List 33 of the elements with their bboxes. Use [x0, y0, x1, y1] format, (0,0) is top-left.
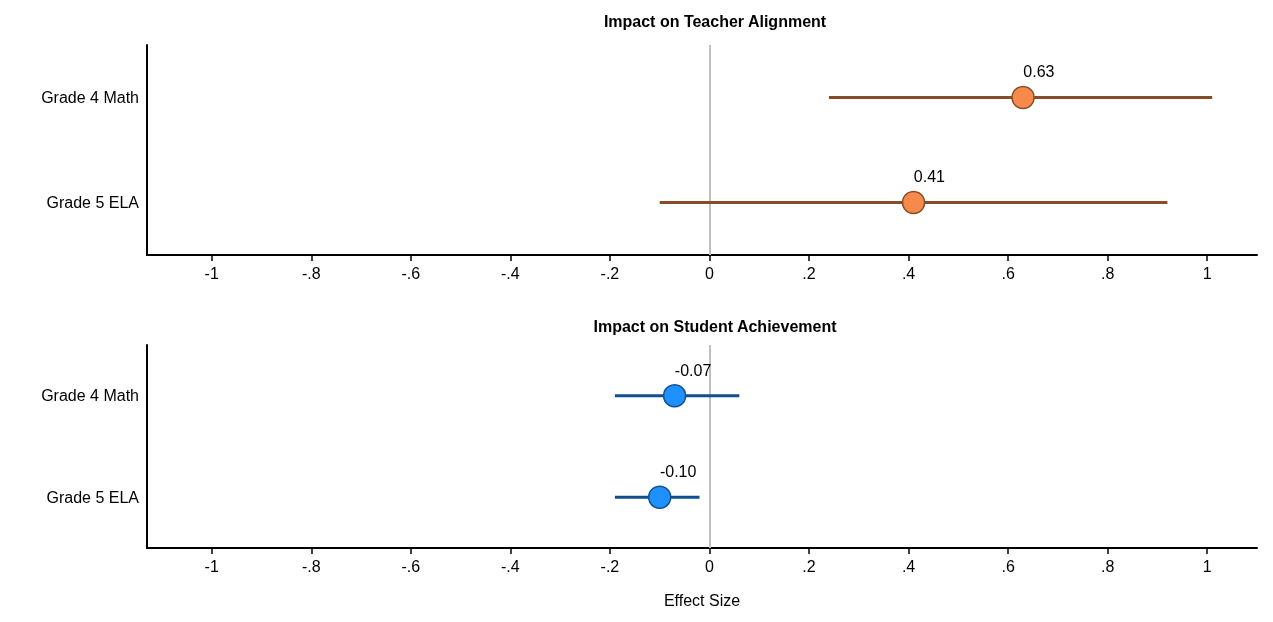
x-tick-label: -.4 — [501, 557, 520, 575]
x-tick-label: 1 — [1202, 264, 1212, 282]
x-tick-label: .6 — [1001, 264, 1015, 282]
x-tick-label: .2 — [802, 557, 816, 575]
x-tick-label: 1 — [1202, 557, 1212, 575]
y-tick-label: Grade 4 Math — [41, 89, 139, 106]
x-tick-label: 0 — [705, 264, 715, 282]
x-tick-label: .8 — [1101, 557, 1115, 575]
x-tick-label: -.6 — [401, 264, 421, 282]
x-tick-label: -1 — [204, 264, 219, 282]
x-tick-label: .2 — [802, 264, 816, 282]
y-tick-label: Grade 5 ELA — [46, 194, 140, 211]
x-tick-label: -.6 — [401, 557, 421, 575]
x-tick-label: .6 — [1001, 557, 1015, 575]
data-label: 0.63 — [1023, 63, 1055, 81]
x-tick-label: .8 — [1101, 264, 1115, 282]
x-tick-label: 0 — [705, 557, 715, 575]
x-tick-label: .4 — [901, 557, 916, 575]
data-label: 0.41 — [913, 168, 946, 186]
x-tick-label: -1 — [204, 557, 219, 575]
x-tick-label: -.4 — [501, 264, 520, 282]
chart-title: Impact on Student Achievement — [593, 317, 838, 335]
y-tick-label: Grade 5 ELA — [46, 488, 140, 506]
x-tick-label: -.8 — [301, 557, 321, 575]
x-axis-title: Effect Size — [663, 591, 741, 609]
chart-title: Impact on Teacher Alignment — [603, 12, 827, 30]
x-tick-label: .4 — [901, 264, 916, 282]
x-tick-label: -.2 — [600, 264, 620, 282]
y-tick-label: Grade 4 Math — [41, 387, 139, 405]
x-tick-label: -.8 — [301, 264, 321, 282]
data-label: -0.07 — [674, 361, 712, 379]
data-label: -0.10 — [659, 463, 697, 480]
x-tick-label: -.2 — [600, 557, 620, 575]
